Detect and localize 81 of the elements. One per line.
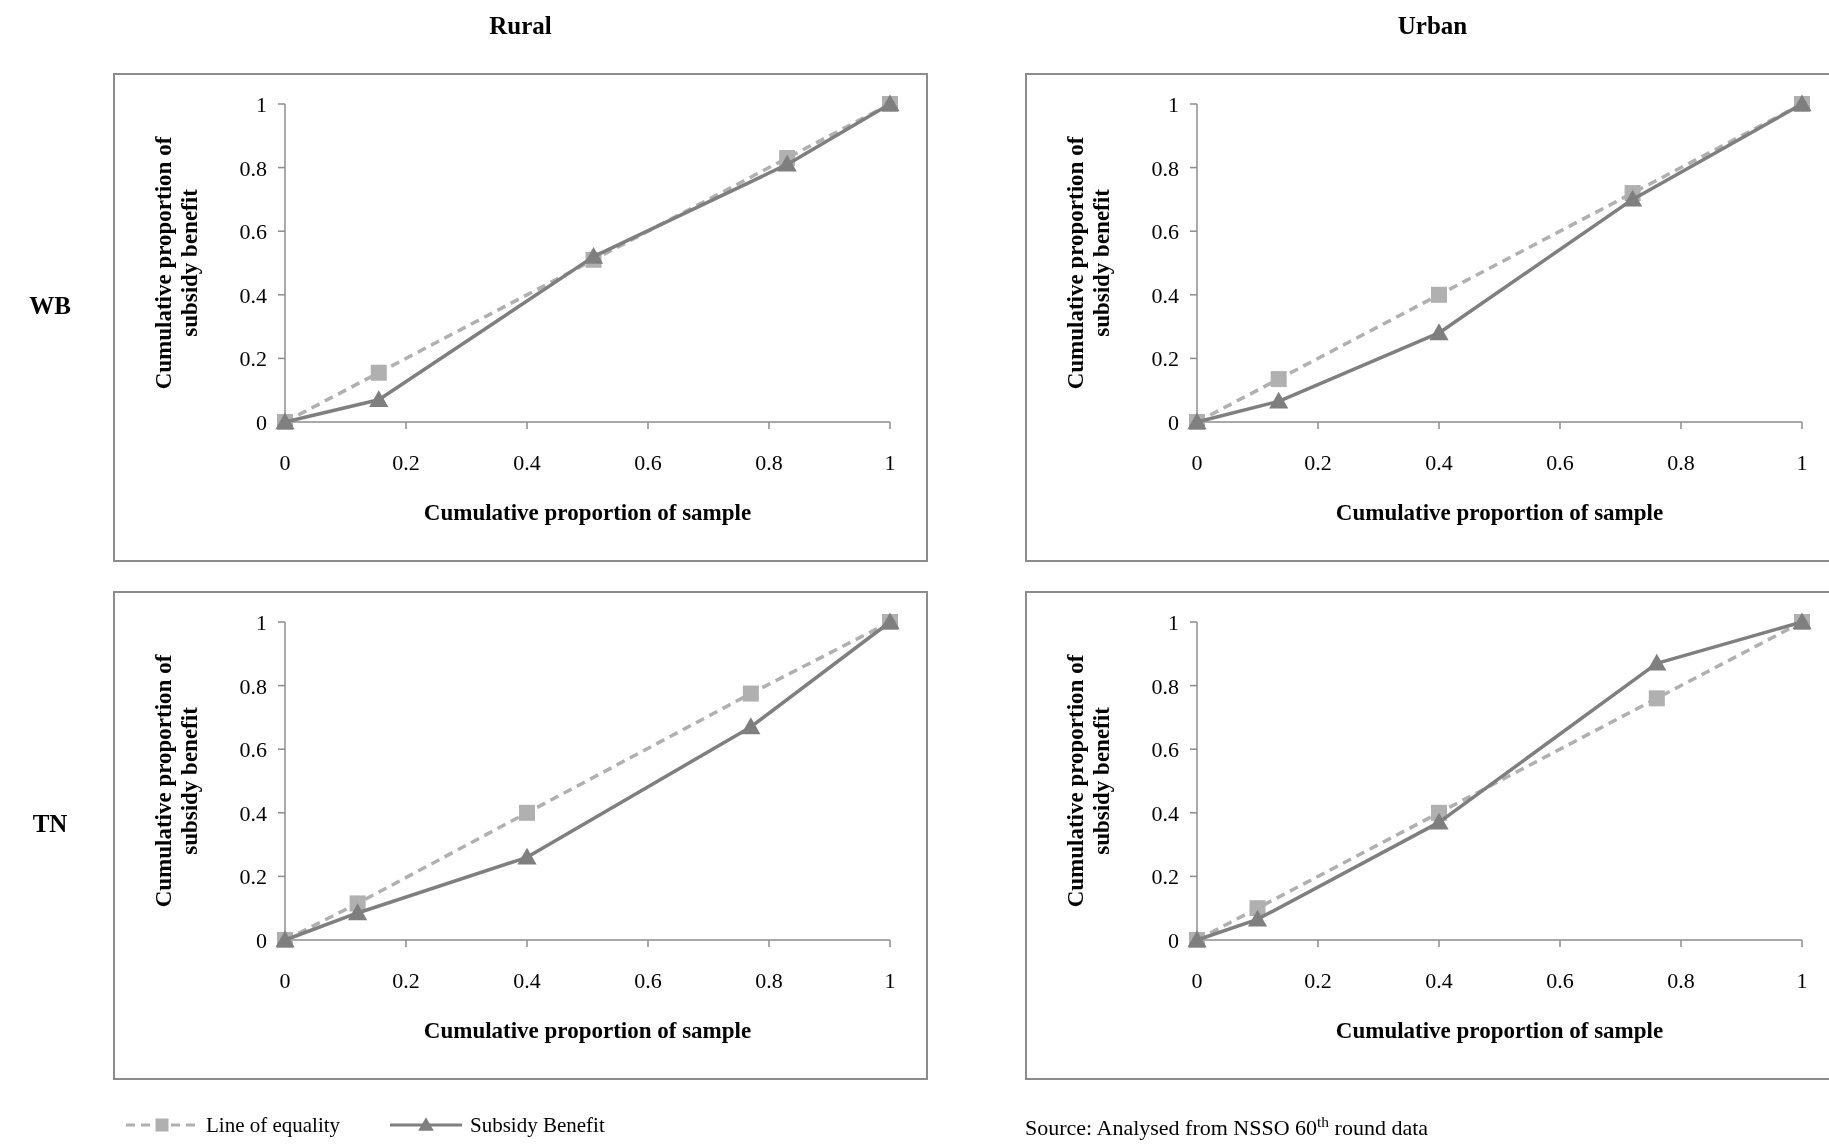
x-axis-title: Cumulative proportion of sample bbox=[423, 500, 752, 525]
y-tick-label: 0 bbox=[256, 928, 267, 953]
x-tick-label: 0 bbox=[279, 450, 291, 475]
y-tick-label: 0.4 bbox=[239, 282, 267, 308]
point bbox=[1429, 323, 1449, 341]
y-axis-title: Cumulative proportion of subsidy benefit bbox=[151, 654, 202, 908]
y-axis-title: Cumulative proportion of subsidy benefit bbox=[151, 136, 202, 390]
x-tick-label: 0.6 bbox=[634, 968, 662, 993]
x-tick-label: 0.6 bbox=[1546, 968, 1574, 993]
chart-title: Urban bbox=[1397, 12, 1468, 39]
point bbox=[583, 247, 604, 264]
point bbox=[1648, 690, 1665, 707]
point bbox=[1647, 653, 1667, 671]
point bbox=[1431, 286, 1447, 303]
y-tick-label: 0 bbox=[1168, 928, 1179, 953]
x-tick-label: 1 bbox=[884, 450, 896, 475]
x-tick-label: 0 bbox=[1191, 450, 1203, 475]
y-tick-label: 1 bbox=[1168, 610, 1179, 635]
y-tick-label: 0 bbox=[1168, 410, 1179, 435]
x-tick-label: 0.8 bbox=[1667, 968, 1695, 993]
text: WB bbox=[29, 292, 71, 319]
legend-label: Line of equality bbox=[206, 1113, 341, 1137]
x-tick-label: 0.4 bbox=[513, 968, 541, 993]
x-tick-label: 1 bbox=[1796, 968, 1808, 993]
point bbox=[348, 903, 368, 921]
x-tick-label: 0.4 bbox=[1425, 968, 1453, 993]
x-axis-title: Cumulative proportion of sample bbox=[1335, 1018, 1664, 1043]
y-tick-label: 0.6 bbox=[1151, 737, 1179, 763]
x-tick-label: 0.4 bbox=[1425, 450, 1453, 475]
point bbox=[777, 154, 797, 172]
y-tick-label: 1 bbox=[1168, 92, 1179, 117]
x-tick-label: 0.2 bbox=[1304, 450, 1332, 475]
y-tick-label: 0.6 bbox=[239, 219, 267, 245]
x-tick-label: 1 bbox=[1796, 450, 1808, 475]
legend-label: Subsidy Benefit bbox=[470, 1113, 605, 1137]
text: TN bbox=[32, 810, 68, 837]
y-tick-label: 0 bbox=[256, 410, 267, 435]
y-axis-title: Cumulative proportion of subsidy benefit bbox=[1063, 654, 1114, 908]
x-tick-label: 0 bbox=[279, 968, 291, 993]
y-tick-label: 1 bbox=[256, 610, 267, 635]
x-tick-label: 0.2 bbox=[392, 968, 420, 993]
point bbox=[741, 717, 761, 735]
x-axis-title: Cumulative proportion of sample bbox=[423, 1018, 752, 1043]
x-tick-label: 0.2 bbox=[1304, 968, 1332, 993]
x-axis-title: Cumulative proportion of sample bbox=[1335, 500, 1664, 525]
point bbox=[1247, 909, 1268, 927]
x-tick-label: 0.8 bbox=[755, 968, 783, 993]
point bbox=[1270, 371, 1287, 388]
x-tick-label: 0.4 bbox=[513, 450, 541, 475]
y-tick-label: 0.8 bbox=[239, 673, 267, 699]
x-tick-label: 0.8 bbox=[755, 450, 783, 475]
point bbox=[517, 847, 537, 865]
x-tick-label: 0.8 bbox=[1667, 450, 1695, 475]
y-tick-label: 0.2 bbox=[239, 864, 267, 890]
y-tick-label: 0.8 bbox=[1151, 673, 1179, 699]
y-tick-label: 0.2 bbox=[1151, 346, 1179, 372]
y-tick-label: 0.4 bbox=[239, 800, 267, 826]
y-tick-label: 0.4 bbox=[1151, 800, 1179, 826]
y-tick-label: 0.2 bbox=[1151, 864, 1179, 890]
point bbox=[370, 364, 387, 381]
y-tick-label: 0.8 bbox=[239, 155, 267, 181]
point bbox=[369, 390, 389, 407]
point bbox=[519, 804, 535, 821]
y-tick-label: 1 bbox=[256, 92, 267, 117]
y-tick-label: 0.6 bbox=[1151, 219, 1179, 245]
point bbox=[742, 685, 759, 702]
x-tick-label: 0 bbox=[1191, 968, 1203, 993]
point bbox=[1623, 189, 1643, 207]
y-tick-label: 0.2 bbox=[239, 346, 267, 372]
source-note: Source: Analysed from NSSO 60$^{th}$ round data bbox=[1025, 1112, 1429, 1140]
y-tick-label: 0.8 bbox=[1151, 155, 1179, 181]
x-tick-label: 1 bbox=[884, 968, 896, 993]
y-tick-label: 0.6 bbox=[239, 737, 267, 763]
x-tick-label: 0.6 bbox=[1546, 450, 1574, 475]
x-tick-label: 0.2 bbox=[392, 450, 420, 475]
chart-title: Rural bbox=[489, 12, 552, 39]
x-tick-label: 0.6 bbox=[634, 450, 662, 475]
y-tick-label: 0.4 bbox=[1151, 282, 1179, 308]
point bbox=[1269, 391, 1289, 409]
y-axis-title: Cumulative proportion of subsidy benefit bbox=[1063, 136, 1114, 390]
point bbox=[1429, 812, 1449, 830]
